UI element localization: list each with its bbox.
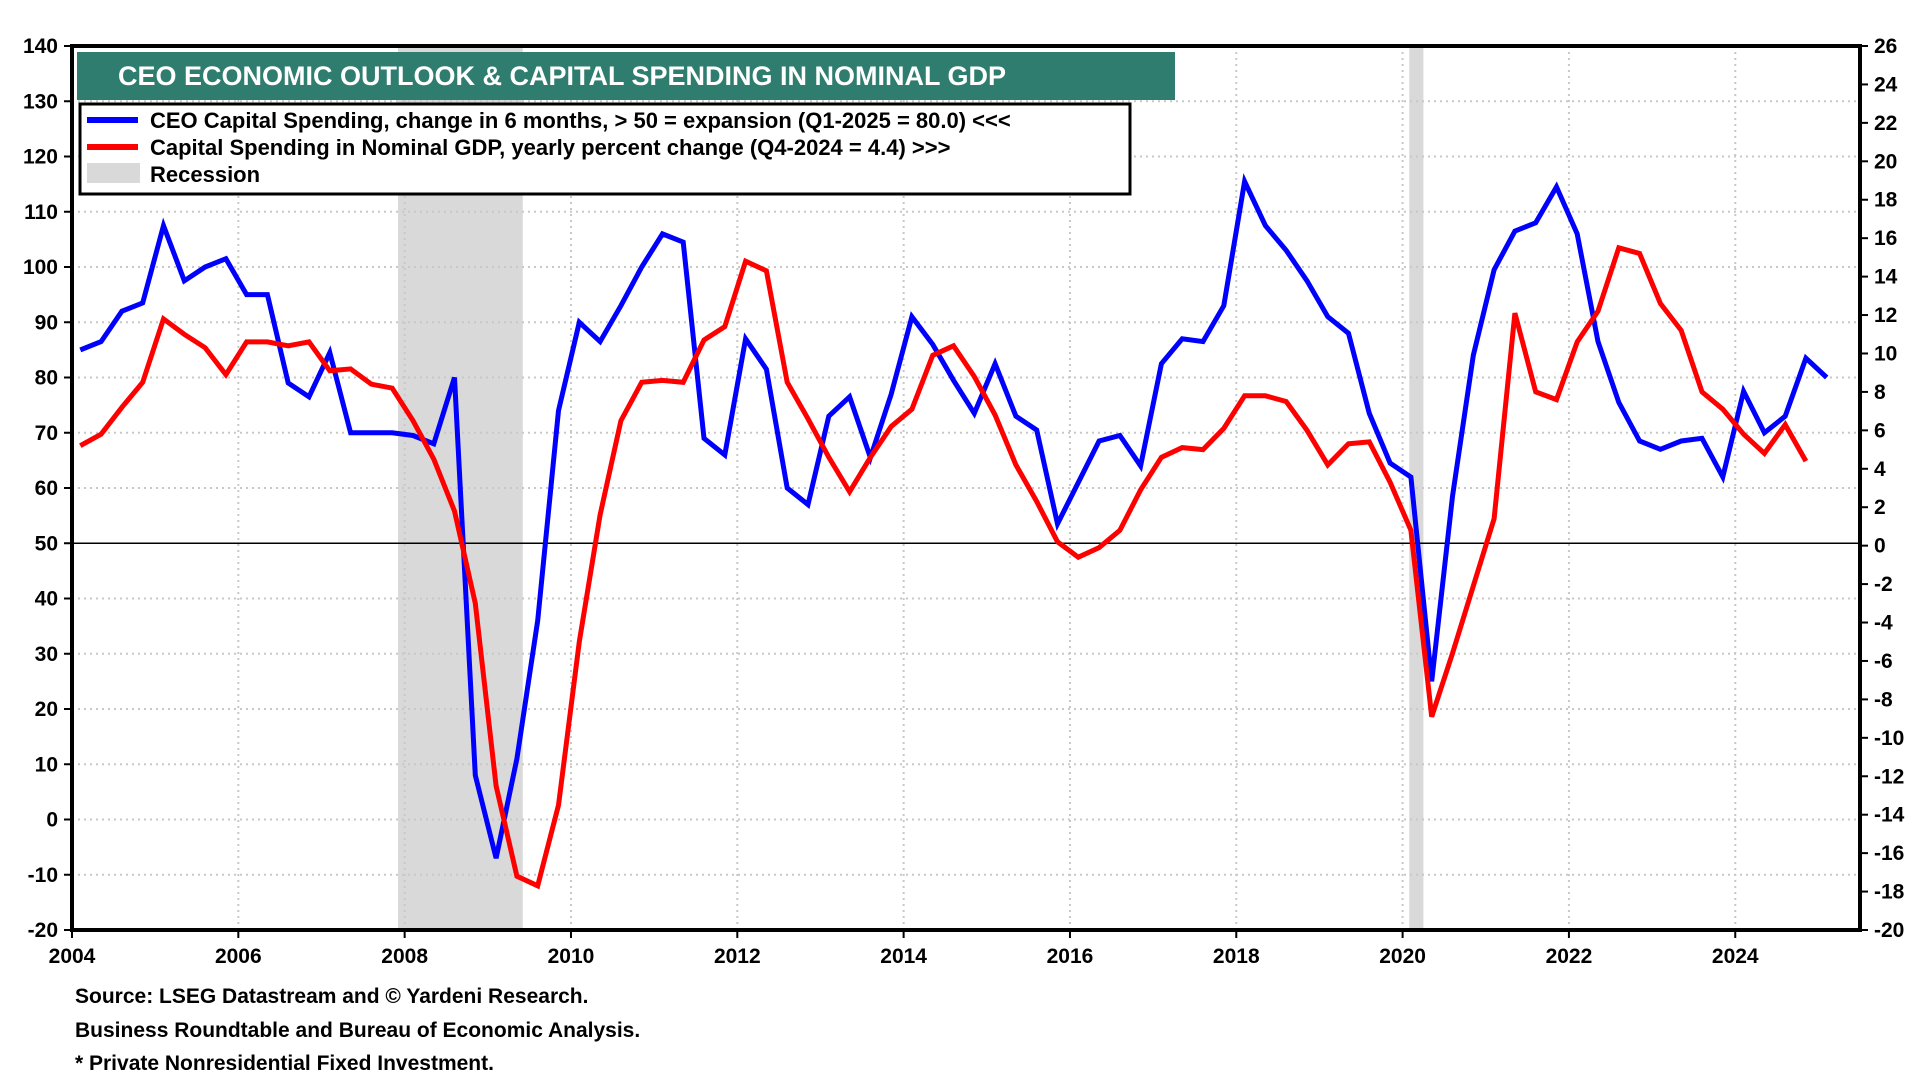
left-axis-tick-label: 110 xyxy=(24,201,58,224)
right-axis-tick-label: -8 xyxy=(1874,688,1893,711)
left-axis-tick-label: -20 xyxy=(28,919,58,942)
left-axis-tick-label: 100 xyxy=(23,256,58,279)
right-axis-tick-label: -4 xyxy=(1874,612,1893,635)
footer-note: * Private Nonresidential Fixed Investmen… xyxy=(75,1052,494,1075)
chart-title: CEO ECONOMIC OUTLOOK & CAPITAL SPENDING … xyxy=(118,61,1006,91)
left-axis-tick-label: 40 xyxy=(35,588,58,611)
x-axis-tick-label: 2022 xyxy=(1546,945,1593,968)
left-axis-tick-label: 140 xyxy=(23,35,58,58)
x-axis-tick-label: 2024 xyxy=(1712,945,1759,968)
legend-label-capex: Capital Spending in Nominal GDP, yearly … xyxy=(150,135,950,160)
right-axis-tick-label: 8 xyxy=(1874,381,1886,404)
right-axis-tick-label: 6 xyxy=(1874,419,1886,442)
left-axis-tick-label: 80 xyxy=(35,367,58,390)
capital-spending-gdp-line xyxy=(79,244,1809,890)
x-axis-tick-label: 2006 xyxy=(215,945,262,968)
right-axis-tick-label: -12 xyxy=(1874,765,1904,788)
right-axis-tick-label: -20 xyxy=(1874,919,1904,942)
x-axis: 2004 2006 2008 2010 2012 2014 2016 2018 2020 2022… xyxy=(49,930,1759,968)
x-axis-tick-label: 2018 xyxy=(1213,945,1260,968)
left-axis-tick-label: -10 xyxy=(28,864,58,887)
x-axis-tick-label: 2012 xyxy=(714,945,761,968)
right-axis-tick-label: 26 xyxy=(1874,35,1897,58)
left-axis-tick-label: 0 xyxy=(46,809,58,832)
right-axis-tick-label: 18 xyxy=(1874,189,1898,212)
right-axis-tick-label: 12 xyxy=(1874,304,1897,327)
left-axis-tick-label: 130 xyxy=(23,90,58,113)
x-axis-tick-label: 2016 xyxy=(1047,945,1094,968)
right-axis-tick-label: -10 xyxy=(1874,727,1904,750)
right-axis-tick-label: -18 xyxy=(1874,881,1905,904)
chart-title-banner: CEO ECONOMIC OUTLOOK & CAPITAL SPENDING … xyxy=(77,52,1175,100)
right-axis-tick-label: -16 xyxy=(1874,842,1904,865)
right-axis-tick-label: -14 xyxy=(1874,804,1905,827)
right-axis-tick-label: 20 xyxy=(1874,150,1897,173)
legend-label-recession: Recession xyxy=(150,162,260,187)
right-y-axis: 26242220181614121086420-2-4-6-8-10-12-14… xyxy=(1860,35,1905,942)
ceo-capital-spending-line xyxy=(79,173,1829,859)
x-axis-tick-label: 2010 xyxy=(548,945,595,968)
footer-source-detail: Business Roundtable and Bureau of Econom… xyxy=(75,1019,641,1042)
x-axis-tick-label: 2020 xyxy=(1379,945,1426,968)
x-axis-tick-label: 2004 xyxy=(49,945,96,968)
x-axis-tick-label: 2014 xyxy=(880,945,927,968)
right-axis-tick-label: 22 xyxy=(1874,112,1897,135)
legend-label-ceo: CEO Capital Spending, change in 6 months… xyxy=(150,108,1011,133)
left-axis-tick-label: 10 xyxy=(35,753,58,776)
footer-source: Source: LSEG Datastream and © Yardeni Re… xyxy=(75,985,589,1008)
title-background xyxy=(77,52,1175,100)
right-axis-tick-label: 14 xyxy=(1874,266,1898,289)
left-axis-tick-label: 20 xyxy=(35,698,58,721)
series-lines xyxy=(79,173,1829,890)
x-axis-tick-label: 2008 xyxy=(381,945,428,968)
right-axis-tick-label: 0 xyxy=(1874,535,1886,558)
legend-swatch-recession xyxy=(87,163,140,183)
legend-box xyxy=(78,102,1132,196)
right-axis-tick-label: 16 xyxy=(1874,227,1897,250)
right-axis-tick-label: 24 xyxy=(1874,73,1898,96)
legend: CEO Capital Spending, change in 6 months… xyxy=(78,102,1132,196)
left-axis-tick-label: 70 xyxy=(35,422,58,445)
right-axis-tick-label: 2 xyxy=(1874,496,1886,519)
left-axis-tick-label: 120 xyxy=(23,146,58,169)
left-axis-tick-label: 60 xyxy=(35,477,58,500)
right-axis-tick-label: -2 xyxy=(1874,573,1893,596)
left-axis-tick-label: 30 xyxy=(35,643,58,666)
right-axis-tick-label: 10 xyxy=(1874,342,1897,365)
left-axis-tick-label: 90 xyxy=(35,311,58,334)
right-axis-tick-label: -6 xyxy=(1874,650,1893,673)
left-axis-tick-label: 50 xyxy=(35,532,58,555)
right-axis-tick-label: 4 xyxy=(1874,458,1886,481)
